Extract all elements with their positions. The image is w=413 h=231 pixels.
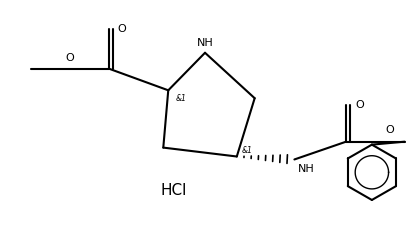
Text: HCl: HCl bbox=[161, 183, 187, 198]
Text: O: O bbox=[66, 53, 74, 63]
Text: O: O bbox=[355, 100, 364, 110]
Text: &1: &1 bbox=[175, 94, 186, 103]
Text: O: O bbox=[386, 125, 394, 135]
Text: NH: NH bbox=[297, 164, 314, 174]
Text: &1: &1 bbox=[242, 146, 253, 155]
Text: O: O bbox=[118, 24, 126, 34]
Text: NH: NH bbox=[197, 38, 214, 48]
